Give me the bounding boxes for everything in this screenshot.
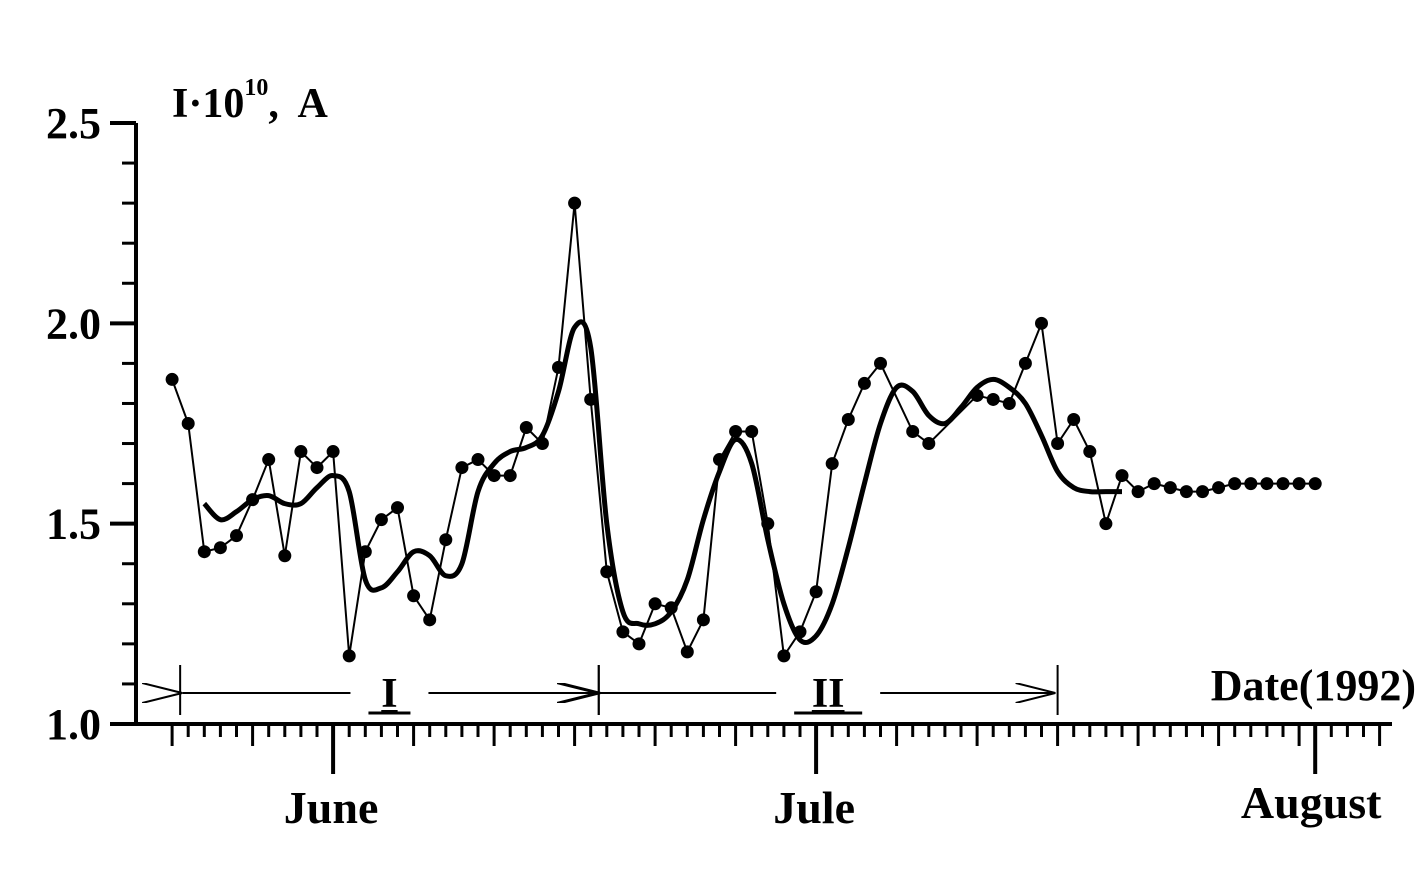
x-ticks	[170, 724, 1382, 774]
x-axis-label: Date(1992)	[1211, 661, 1416, 710]
data-point	[632, 637, 646, 651]
data-point	[1276, 477, 1290, 491]
data-point	[680, 645, 694, 659]
month-label: August	[1241, 777, 1382, 828]
data-point	[197, 545, 211, 559]
data-point	[729, 425, 743, 439]
data-point	[487, 469, 501, 483]
y-ticks	[110, 121, 136, 726]
data-point	[1051, 437, 1065, 451]
data-point	[1115, 469, 1129, 483]
y-axis-label-exponent: 10	[244, 75, 268, 101]
month-label: June	[284, 782, 379, 833]
month-label: Jule	[773, 782, 855, 833]
data-point	[165, 372, 179, 386]
data-point	[568, 196, 582, 210]
data-point	[455, 461, 469, 475]
y-axis-label: I·1010, A	[172, 75, 329, 127]
data-point	[407, 589, 421, 603]
data-point	[213, 541, 227, 555]
data-point	[1147, 477, 1161, 491]
y-axis-label-main: I·10	[172, 81, 244, 127]
data-point	[503, 469, 517, 483]
data-point	[1035, 316, 1048, 330]
data-point	[310, 461, 324, 475]
axes	[110, 123, 1392, 726]
data-point	[519, 421, 533, 435]
data-point	[1260, 477, 1274, 491]
data-point	[1018, 356, 1032, 370]
data-point	[326, 445, 340, 459]
data-point	[374, 513, 388, 527]
data-point	[294, 445, 308, 459]
data-point	[986, 392, 1000, 406]
data-point	[1131, 485, 1145, 499]
data-point	[342, 649, 356, 663]
smoothed-series-line	[202, 319, 1122, 646]
period-markers: I II	[180, 665, 1059, 717]
data-point	[696, 613, 710, 627]
raw-series-line	[171, 203, 1316, 659]
data-point	[1067, 412, 1081, 426]
data-point	[1002, 396, 1016, 410]
data-point	[841, 412, 855, 426]
data-point	[1099, 517, 1113, 531]
data-point	[230, 529, 243, 543]
data-point	[471, 453, 485, 467]
data-point	[825, 457, 839, 471]
data-point	[1083, 445, 1097, 459]
y-tick-label: 1.5	[46, 500, 101, 549]
data-point	[1308, 477, 1322, 491]
data-point	[262, 453, 276, 467]
data-point	[745, 425, 759, 439]
data-point	[391, 501, 404, 515]
series	[165, 196, 1322, 663]
data-point	[857, 376, 871, 390]
data-point	[439, 533, 453, 547]
data-point	[1163, 481, 1177, 495]
period-label: II	[812, 671, 845, 717]
data-point	[600, 565, 614, 579]
y-tick-label: 1.0	[46, 700, 101, 749]
data-point	[777, 649, 791, 663]
data-point	[423, 613, 437, 627]
y-tick-labels: 1.0 1.5 2.0 2.5	[46, 99, 101, 749]
period-label: I	[381, 671, 397, 717]
y-axis-label-unit: , A	[268, 81, 328, 127]
data-point	[1292, 477, 1306, 491]
data-point	[874, 356, 887, 370]
data-point	[1212, 481, 1226, 495]
data-point	[648, 597, 662, 611]
data-point	[1228, 477, 1242, 491]
y-tick-label: 2.5	[46, 99, 101, 148]
data-point	[906, 425, 920, 439]
data-point	[616, 625, 630, 639]
data-point	[809, 585, 823, 599]
data-point	[1244, 477, 1258, 491]
data-point	[922, 437, 936, 451]
data-point	[1196, 485, 1209, 499]
data-point	[1179, 485, 1193, 499]
y-tick-label: 2.0	[46, 299, 101, 348]
month-labels: June Jule August	[284, 777, 1382, 833]
data-point	[278, 549, 292, 563]
data-point	[181, 417, 195, 430]
